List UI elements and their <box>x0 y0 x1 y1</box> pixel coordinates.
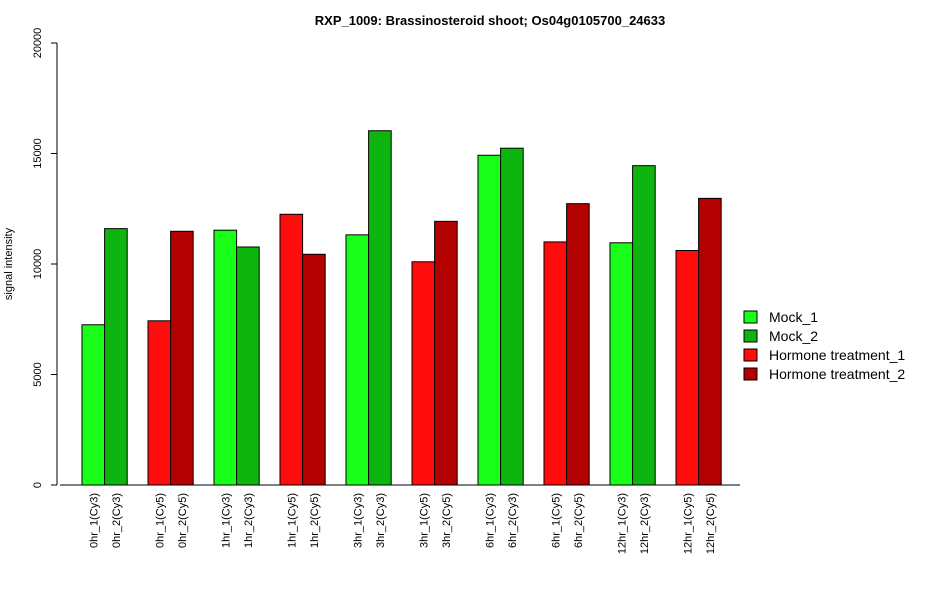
bar <box>566 203 590 486</box>
x-tick-labels: 0hr_1(Cy3) 0hr_2(Cy3) 0hr_1(Cy5) 0hr_2(Cy5)… <box>88 493 717 554</box>
x-tick-label: 0hr_1(Cy3) <box>88 493 100 548</box>
bar <box>279 213 304 486</box>
bar <box>632 165 656 486</box>
x-tick-label: 6hr_1(Cy3) <box>484 493 496 548</box>
bar <box>104 228 128 486</box>
x-tick-label: 6hr_2(Cy3) <box>507 493 519 548</box>
y-axis-label: signal intensity <box>3 227 15 300</box>
x-tick-label: 1hr_2(Cy3) <box>243 493 255 548</box>
y-tick-label: 0 <box>32 482 44 488</box>
legend-label: Hormone treatment_2 <box>769 366 905 382</box>
legend-label: Mock_2 <box>769 328 818 344</box>
legend-swatch <box>743 367 758 381</box>
x-tick-label: 12hr_2(Cy5) <box>705 493 717 554</box>
x-tick-label: 12hr_1(Cy3) <box>616 493 628 554</box>
bar <box>609 242 634 486</box>
y-axis: 0 5000 10000 15000 20000 <box>32 28 58 488</box>
x-tick-label: 1hr_1(Cy3) <box>220 493 232 548</box>
chart-title: RXP_1009: Brassinosteroid shoot; Os04g01… <box>315 13 665 28</box>
x-tick-label: 12hr_1(Cy5) <box>682 493 694 554</box>
x-tick-label: 0hr_1(Cy5) <box>154 493 166 548</box>
x-tick-label: 6hr_1(Cy5) <box>550 493 562 548</box>
bars <box>81 130 722 486</box>
bar <box>477 154 502 486</box>
legend-swatch <box>743 310 758 324</box>
x-tick-label: 3hr_2(Cy5) <box>441 493 453 548</box>
x-tick-label: 0hr_2(Cy3) <box>111 493 123 548</box>
bar <box>213 229 238 486</box>
x-tick-label: 1hr_2(Cy5) <box>309 493 321 548</box>
bar <box>147 320 172 486</box>
legend-label: Hormone treatment_1 <box>769 347 905 363</box>
bar <box>81 324 106 486</box>
legend-swatch <box>743 348 758 362</box>
bar <box>368 130 392 486</box>
y-tick-label: 5000 <box>32 362 44 386</box>
bar <box>302 253 326 486</box>
y-tick-label: 10000 <box>32 249 44 280</box>
x-tick-label: 3hr_2(Cy3) <box>375 493 387 548</box>
x-tick-label: 0hr_2(Cy5) <box>177 493 189 548</box>
y-tick-label: 20000 <box>32 28 44 59</box>
x-tick-label: 3hr_1(Cy3) <box>352 493 364 548</box>
bar <box>236 246 260 486</box>
legend: Mock_1 Mock_2 Hormone treatment_1 Hormone t… <box>743 309 905 382</box>
bar <box>411 261 436 486</box>
legend-swatch <box>743 329 758 343</box>
bar <box>434 220 458 486</box>
y-tick-label: 15000 <box>32 138 44 169</box>
bar <box>345 234 370 486</box>
legend-label: Mock_1 <box>769 309 818 325</box>
x-tick-label: 6hr_2(Cy5) <box>573 493 585 548</box>
bar <box>543 241 568 486</box>
x-tick-label: 3hr_1(Cy5) <box>418 493 430 548</box>
bar <box>698 197 722 486</box>
x-tick-label: 1hr_1(Cy5) <box>286 493 298 548</box>
bar <box>675 250 700 486</box>
bar <box>500 147 524 486</box>
bar <box>170 230 194 486</box>
x-tick-label: 12hr_2(Cy3) <box>639 493 651 554</box>
